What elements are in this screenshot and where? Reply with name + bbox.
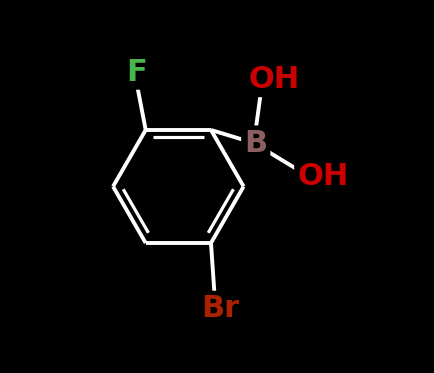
Text: OH: OH: [248, 65, 299, 94]
Text: Br: Br: [201, 294, 239, 323]
Text: F: F: [126, 58, 146, 87]
Text: B: B: [243, 129, 266, 157]
Text: OH: OH: [248, 65, 299, 94]
Text: OH: OH: [296, 162, 348, 191]
Text: B: B: [243, 129, 266, 157]
Text: F: F: [126, 58, 146, 87]
Text: OH: OH: [296, 162, 348, 191]
Text: Br: Br: [201, 294, 239, 323]
